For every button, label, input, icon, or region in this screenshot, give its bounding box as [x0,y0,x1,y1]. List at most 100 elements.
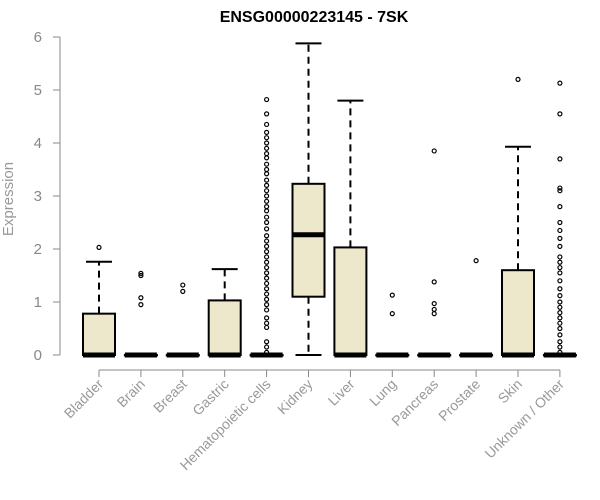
box [501,269,535,357]
outlier-point [557,254,563,260]
outlier-point [557,80,563,86]
x-tick-label: Bladder [61,376,107,422]
outlier-point [515,76,521,83]
outlier-point [264,307,270,313]
outlier-point [557,315,563,321]
outlier-point [180,282,186,288]
y-tick-label: 5 [34,82,42,99]
y-tick-label: 6 [34,29,42,46]
outlier-point [264,270,270,276]
box-group [291,42,326,356]
box-group [207,268,242,358]
box-group [333,99,368,358]
outlier-point [264,214,270,220]
outlier-point [264,140,270,146]
outlier-point [557,325,563,332]
outlier-point [557,204,563,210]
outlier-point [557,235,563,241]
outlier-point [557,259,563,265]
outlier-point [264,315,270,321]
outlier-point [557,339,563,345]
outlier-point [389,311,395,317]
box-group [123,270,158,358]
outlier-point [557,299,563,305]
outlier-point [264,208,270,214]
outlier-point [264,151,270,157]
outlier-point [431,306,437,313]
outlier-point [264,121,270,128]
outlier-point [557,286,563,292]
outlier-point [264,198,270,204]
outlier-point [264,193,270,199]
outlier-point [138,272,144,279]
box [82,312,116,357]
outlier-point [557,185,563,191]
box-group [501,76,535,358]
box-group [249,96,284,358]
outlier-point [557,219,563,226]
x-tick-label: Prostate [435,376,483,424]
outlier-point [264,302,270,308]
outlier-point [264,339,270,345]
outlier-point [557,243,563,249]
outlier-point [264,182,270,188]
box [291,182,326,298]
outlier-point [557,293,563,299]
outlier-point [264,291,270,297]
outlier-point [264,96,270,103]
outlier-point [431,279,437,285]
outlier-point [264,286,270,292]
outlier-point [389,292,395,298]
outlier-point [264,145,270,151]
y-axis-label: Expression [0,162,17,236]
outlier-point [264,171,270,177]
outlier-point [264,349,270,355]
box-group [542,80,577,358]
outlier-point [264,233,270,239]
outlier-point [264,129,270,135]
outlier-point [264,161,270,167]
outlier-point [557,278,563,284]
outlier-point [557,310,563,316]
outlier-point [138,302,144,308]
outlier-point [264,324,270,331]
outlier-point [264,344,270,350]
outlier-point [557,264,563,271]
outlier-point [557,304,563,310]
outlier-point [264,166,270,173]
outlier-point [557,156,563,162]
box-group [165,282,200,358]
y-tick-label: 0 [34,347,42,364]
box-group [375,292,410,358]
outlier-point [264,320,270,326]
x-tick-label: Kidney [274,376,316,418]
outlier-point [264,219,270,226]
outlier-point [264,226,270,232]
outlier-point [138,295,144,301]
outlier-point [264,249,270,255]
outlier-point [557,332,563,338]
outlier-point [264,135,270,141]
x-tick-label: Lung [366,376,399,409]
outlier-point [431,311,437,317]
outlier-point [557,188,563,194]
y-tick-label: 4 [34,135,42,152]
box [333,246,368,356]
outlier-point [264,238,270,244]
x-tick-label: Breast [150,376,190,416]
outlier-point [557,227,563,234]
outlier-point [264,254,270,260]
outlier-point [264,204,270,210]
outlier-point [264,296,270,302]
outlier-point [138,270,144,276]
box-group [459,258,494,358]
y-tick-label: 1 [34,294,42,311]
outlier-point [180,288,186,294]
outlier-point [96,244,102,251]
outlier-point [557,320,563,326]
outlier-point [431,148,437,154]
outlier-point [557,111,563,117]
outlier-point [264,188,270,194]
outlier-point [264,264,270,271]
